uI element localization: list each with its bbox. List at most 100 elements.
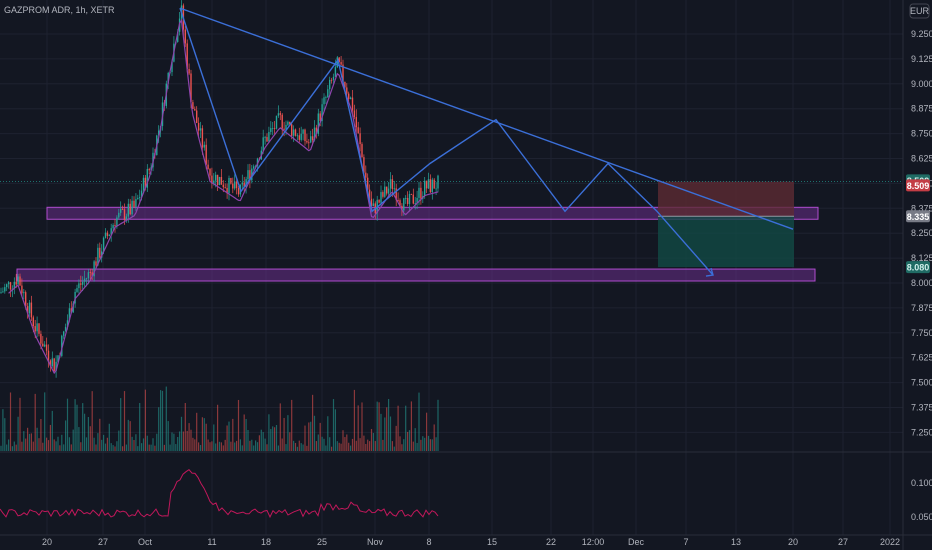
volume-bar [32, 441, 34, 451]
volume-bar [65, 420, 67, 451]
volume-bar [104, 443, 107, 451]
candle-body [125, 216, 128, 221]
volume-bar [196, 412, 198, 451]
volume-bar [348, 442, 350, 451]
price-tag [906, 261, 930, 274]
candle-body [308, 142, 310, 144]
candle-body [123, 209, 126, 221]
volume-bar [17, 416, 19, 451]
zone-upper [46, 206, 819, 220]
candle-body [7, 282, 10, 285]
candle-body [17, 276, 19, 285]
candle-body [285, 124, 287, 130]
volume-bar [433, 424, 435, 451]
volume-bar [122, 446, 124, 451]
volume-bar [365, 443, 367, 451]
candle-body [281, 114, 283, 129]
volume-bar [270, 428, 272, 451]
candle-body [129, 203, 131, 215]
volume-bar [369, 441, 371, 451]
price-tick-label: 9.000 [911, 79, 932, 89]
volume-bar [190, 429, 192, 451]
volume-bar [9, 392, 12, 451]
volume-bar [156, 433, 158, 451]
time-tick-label: 2022 [880, 537, 900, 547]
candle-body [61, 335, 63, 356]
candle-body [66, 320, 69, 327]
candle-body [416, 197, 418, 204]
volume-bar [30, 433, 32, 451]
volume-bar [144, 389, 146, 451]
time-tick-label: Oct [138, 537, 153, 547]
volume-bar [367, 439, 369, 451]
candle-body [215, 174, 217, 181]
volume-bar [133, 440, 135, 451]
candle-body [330, 79, 333, 81]
price-tick-label: 8.750 [911, 129, 932, 139]
volume-bar [313, 415, 316, 451]
volume-bar [431, 439, 433, 451]
volume-bar [184, 402, 186, 451]
candle-body [387, 188, 390, 194]
candle-body [346, 87, 348, 94]
volume-bar [353, 389, 355, 451]
volume-bar [11, 446, 13, 451]
candle-body [57, 355, 59, 362]
volume-bar [152, 438, 154, 451]
candle-body [317, 113, 319, 134]
volume-bar [201, 417, 203, 451]
time-tick-label: Dec [628, 537, 645, 547]
volume-bar [199, 444, 202, 451]
volume-bar [74, 399, 76, 451]
volume-bar [177, 437, 179, 451]
volume-bar [108, 423, 110, 451]
volume-bar [277, 445, 279, 451]
price-tick-label: 7.875 [911, 303, 932, 313]
volume-bar [298, 440, 300, 451]
volume-bar [129, 421, 131, 451]
candle-body [266, 137, 268, 142]
volume-bar [116, 441, 118, 451]
volume-bar [97, 433, 99, 451]
price-tick-label: 7.250 [911, 427, 932, 437]
volume-bar [211, 441, 213, 451]
candle-body [106, 232, 109, 236]
candle-body [0, 292, 2, 294]
price-tick-label: 7.750 [911, 328, 932, 338]
currency-button-label: EUR [910, 6, 930, 16]
candle-body [395, 188, 397, 200]
candle-body [228, 178, 230, 194]
time-tick-label: 25 [317, 537, 327, 547]
candle-body [49, 360, 52, 367]
volume-bar [374, 441, 376, 451]
volume-bar [408, 430, 411, 451]
volume-bar [393, 446, 395, 451]
candle-body [370, 198, 373, 207]
volume-bar [95, 444, 97, 451]
candle-body [47, 350, 50, 361]
volume-bar [226, 425, 228, 451]
volume-bar [304, 425, 306, 451]
price-tick-label: 7.375 [911, 403, 932, 413]
volume-bar [245, 418, 247, 451]
candle-body [412, 194, 414, 204]
volume-bar [300, 443, 302, 451]
candle-body [433, 179, 435, 189]
candle-body [42, 343, 44, 347]
volume-bar [220, 442, 222, 451]
candle-body [310, 136, 312, 143]
volume-bar [370, 428, 373, 451]
candle-body [44, 344, 46, 347]
candle-body [401, 205, 403, 211]
candle-body [268, 131, 270, 142]
candle-body [146, 168, 148, 188]
volume-bar [296, 446, 298, 451]
currency-button[interactable] [909, 3, 930, 19]
time-tick-label: 12:00 [582, 537, 605, 547]
candle-body [186, 43, 188, 70]
candle-body [32, 317, 34, 327]
volume-bar [255, 440, 257, 451]
volume-bar [51, 410, 53, 451]
candle-body [245, 179, 247, 188]
